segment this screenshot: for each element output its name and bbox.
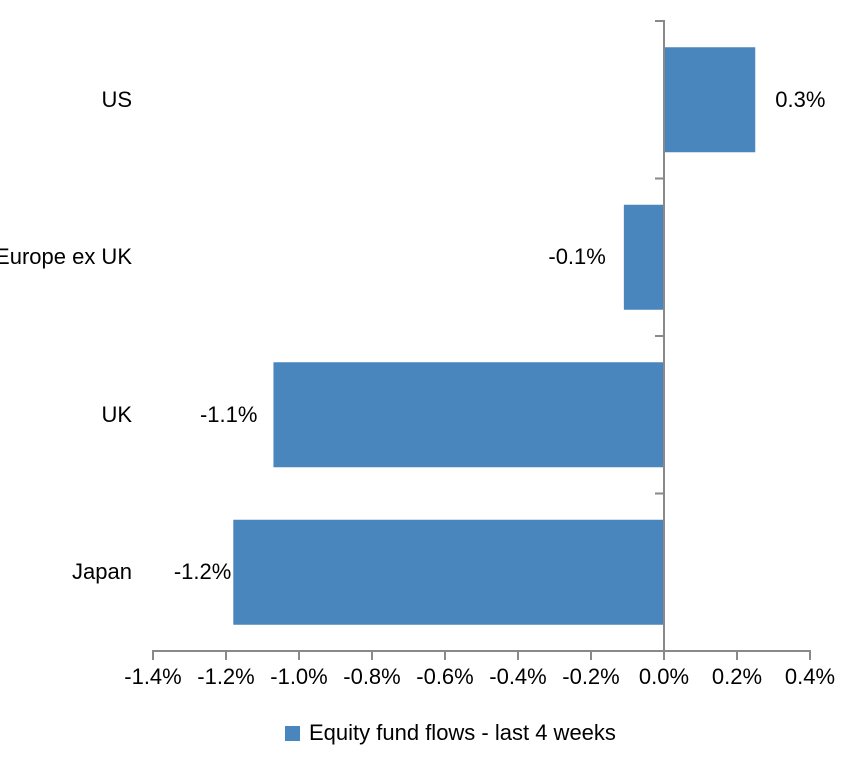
bar-uk	[273, 362, 664, 468]
data-label-europe-ex-uk: -0.1%	[548, 244, 606, 270]
x-tick-label-4: -0.6%	[416, 664, 474, 689]
data-label-japan: -1.2%	[173, 559, 232, 585]
x-tick-label-8: 0.2%	[711, 664, 763, 689]
category-label-europe-ex-uk: Europe ex UK	[0, 244, 132, 270]
x-tick-label-9: 0.4%	[784, 664, 836, 689]
legend-swatch-icon	[285, 725, 300, 741]
bar-europe-ex-uk	[623, 204, 664, 310]
data-label-uk: -1.1%	[199, 401, 258, 427]
x-tick-label-6: -0.2%	[562, 664, 620, 689]
x-tick-label-1: -1.2%	[197, 664, 255, 689]
bar-japan	[233, 519, 665, 625]
x-tick-label-2: -1.0%	[270, 664, 328, 689]
x-tick-label-7: 0.0%	[638, 664, 690, 689]
x-tick-label-3: -0.8%	[343, 664, 401, 689]
category-label-us: US	[101, 86, 132, 112]
bar-us	[664, 47, 756, 153]
category-label-japan: Japan	[72, 559, 132, 585]
category-label-uk: UK	[101, 401, 132, 427]
data-label-us: 0.3%	[775, 86, 826, 112]
legend-label: Equity fund flows - last 4 weeks	[309, 720, 616, 745]
x-tick-label-0: -1.4%	[124, 664, 182, 689]
legend: Equity fund flows - last 4 weeks	[285, 720, 616, 746]
x-tick-label-5: -0.4%	[489, 664, 547, 689]
